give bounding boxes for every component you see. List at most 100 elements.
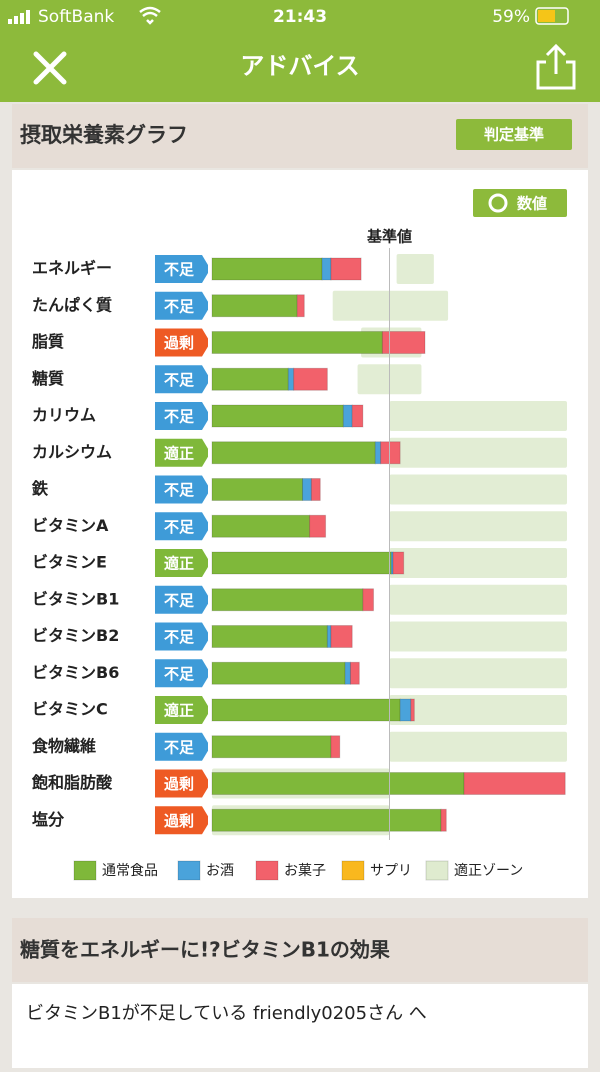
bar-segment [362, 588, 375, 612]
status-label: 不足 [164, 738, 195, 756]
reference-label: 基準値 [366, 228, 412, 246]
bar-segment [410, 698, 415, 722]
legend-swatch [255, 860, 279, 881]
nutrient-label: ビタミンC [32, 700, 108, 719]
app-bar [0, 0, 600, 102]
bar-segment [211, 551, 392, 575]
bar-segment [211, 441, 376, 465]
legend-label: 通常食品 [102, 863, 158, 879]
nutrient-label: ビタミンA [32, 516, 109, 535]
status-label: 適正 [164, 444, 194, 462]
bar-segment [211, 257, 323, 281]
criteria-button-label: 判定基準 [484, 126, 544, 144]
status-badge [155, 659, 208, 688]
status-badge [155, 769, 208, 798]
bar-segment [302, 478, 312, 501]
bar-segment [342, 404, 353, 428]
article-header [12, 918, 588, 982]
legend-label: お酒 [206, 863, 234, 879]
status-label: 不足 [164, 628, 195, 646]
bar-segment [321, 257, 332, 281]
status-badge [155, 475, 208, 504]
bar-segment [344, 661, 351, 685]
bar-segment [211, 735, 332, 759]
nutrient-label: 鉄 [31, 479, 49, 498]
nutrient-label: カルシウム [32, 442, 112, 461]
status-label: 不足 [164, 591, 195, 609]
nutrient-label: 塩分 [32, 810, 65, 829]
target-zone [396, 254, 434, 284]
bar-segment [287, 367, 295, 391]
status-label: 過剰 [164, 812, 194, 830]
header-title: アドバイス [240, 52, 359, 80]
status-label: 不足 [164, 371, 195, 389]
status-badge [155, 438, 208, 467]
section-title: 摂取栄養素グラフ [20, 123, 188, 147]
status-label: 適正 [164, 555, 194, 573]
bar-segment [330, 257, 362, 281]
bar-segment [330, 625, 353, 648]
carrier: SoftBank [38, 7, 114, 27]
status-label: 不足 [164, 297, 195, 315]
nutrient-label: ビタミンE [32, 553, 107, 572]
nutrient-label: ビタミンB2 [32, 626, 119, 645]
target-zone [389, 548, 567, 578]
legend-label: サプリ [370, 863, 412, 879]
bar-segment [309, 514, 327, 538]
bar-segment [211, 588, 364, 612]
status-badge [155, 806, 208, 835]
status-badge [155, 365, 208, 394]
legend-swatch [341, 860, 365, 881]
nutrient-label: たんぱく質 [32, 295, 112, 314]
legend-swatch [73, 860, 97, 881]
bar-segment [330, 735, 341, 759]
toggle-button-label: 数値 [516, 195, 547, 213]
status-badge [155, 549, 208, 577]
status-label: 不足 [164, 261, 195, 279]
status-label: 過剰 [164, 775, 194, 793]
refresh-icon [488, 193, 508, 213]
nutrient-label: ビタミンB1 [32, 589, 119, 608]
bar-segment [211, 698, 401, 722]
status-label: 不足 [164, 481, 195, 499]
bar-segment [211, 294, 298, 318]
nutrient-label: 糖質 [32, 369, 64, 388]
signal-icon [8, 10, 30, 24]
target-zone [389, 474, 567, 505]
article-subtitle: ビタミンB1が不足している friendly0205さん へ [26, 1003, 427, 1024]
bar-segment [211, 772, 465, 795]
bar-segment [351, 404, 364, 428]
close-button[interactable] [33, 51, 67, 85]
battery-level: 59% [492, 7, 530, 27]
status-badge [155, 696, 208, 724]
battery-fill [538, 10, 555, 22]
bar-segment [296, 294, 305, 318]
wifi-icon [139, 6, 161, 25]
status-badge [155, 291, 208, 320]
bar-segment [211, 478, 304, 501]
share-button[interactable] [536, 43, 576, 90]
status-badge [155, 402, 208, 430]
bar-segment [211, 625, 328, 648]
bar-segment [380, 441, 401, 465]
status-badge [155, 732, 208, 761]
target-zone [389, 511, 567, 542]
legend-swatch [425, 860, 449, 881]
status-badge [155, 255, 208, 283]
status-label: 不足 [164, 518, 195, 536]
nutrient-label: エネルギー [32, 259, 112, 278]
status-label: 適正 [164, 702, 194, 720]
bar-segment [310, 478, 321, 501]
status-badge [155, 585, 208, 614]
target-zone [389, 621, 567, 652]
target-zone [332, 290, 449, 321]
target-zone [389, 584, 567, 615]
bar-segment [349, 661, 360, 685]
criteria-button[interactable] [456, 119, 572, 150]
bar-segment [211, 331, 383, 354]
bar-segment [211, 808, 442, 832]
bar-segment [211, 661, 346, 685]
bar-segment [392, 551, 405, 575]
target-zone [389, 401, 567, 431]
